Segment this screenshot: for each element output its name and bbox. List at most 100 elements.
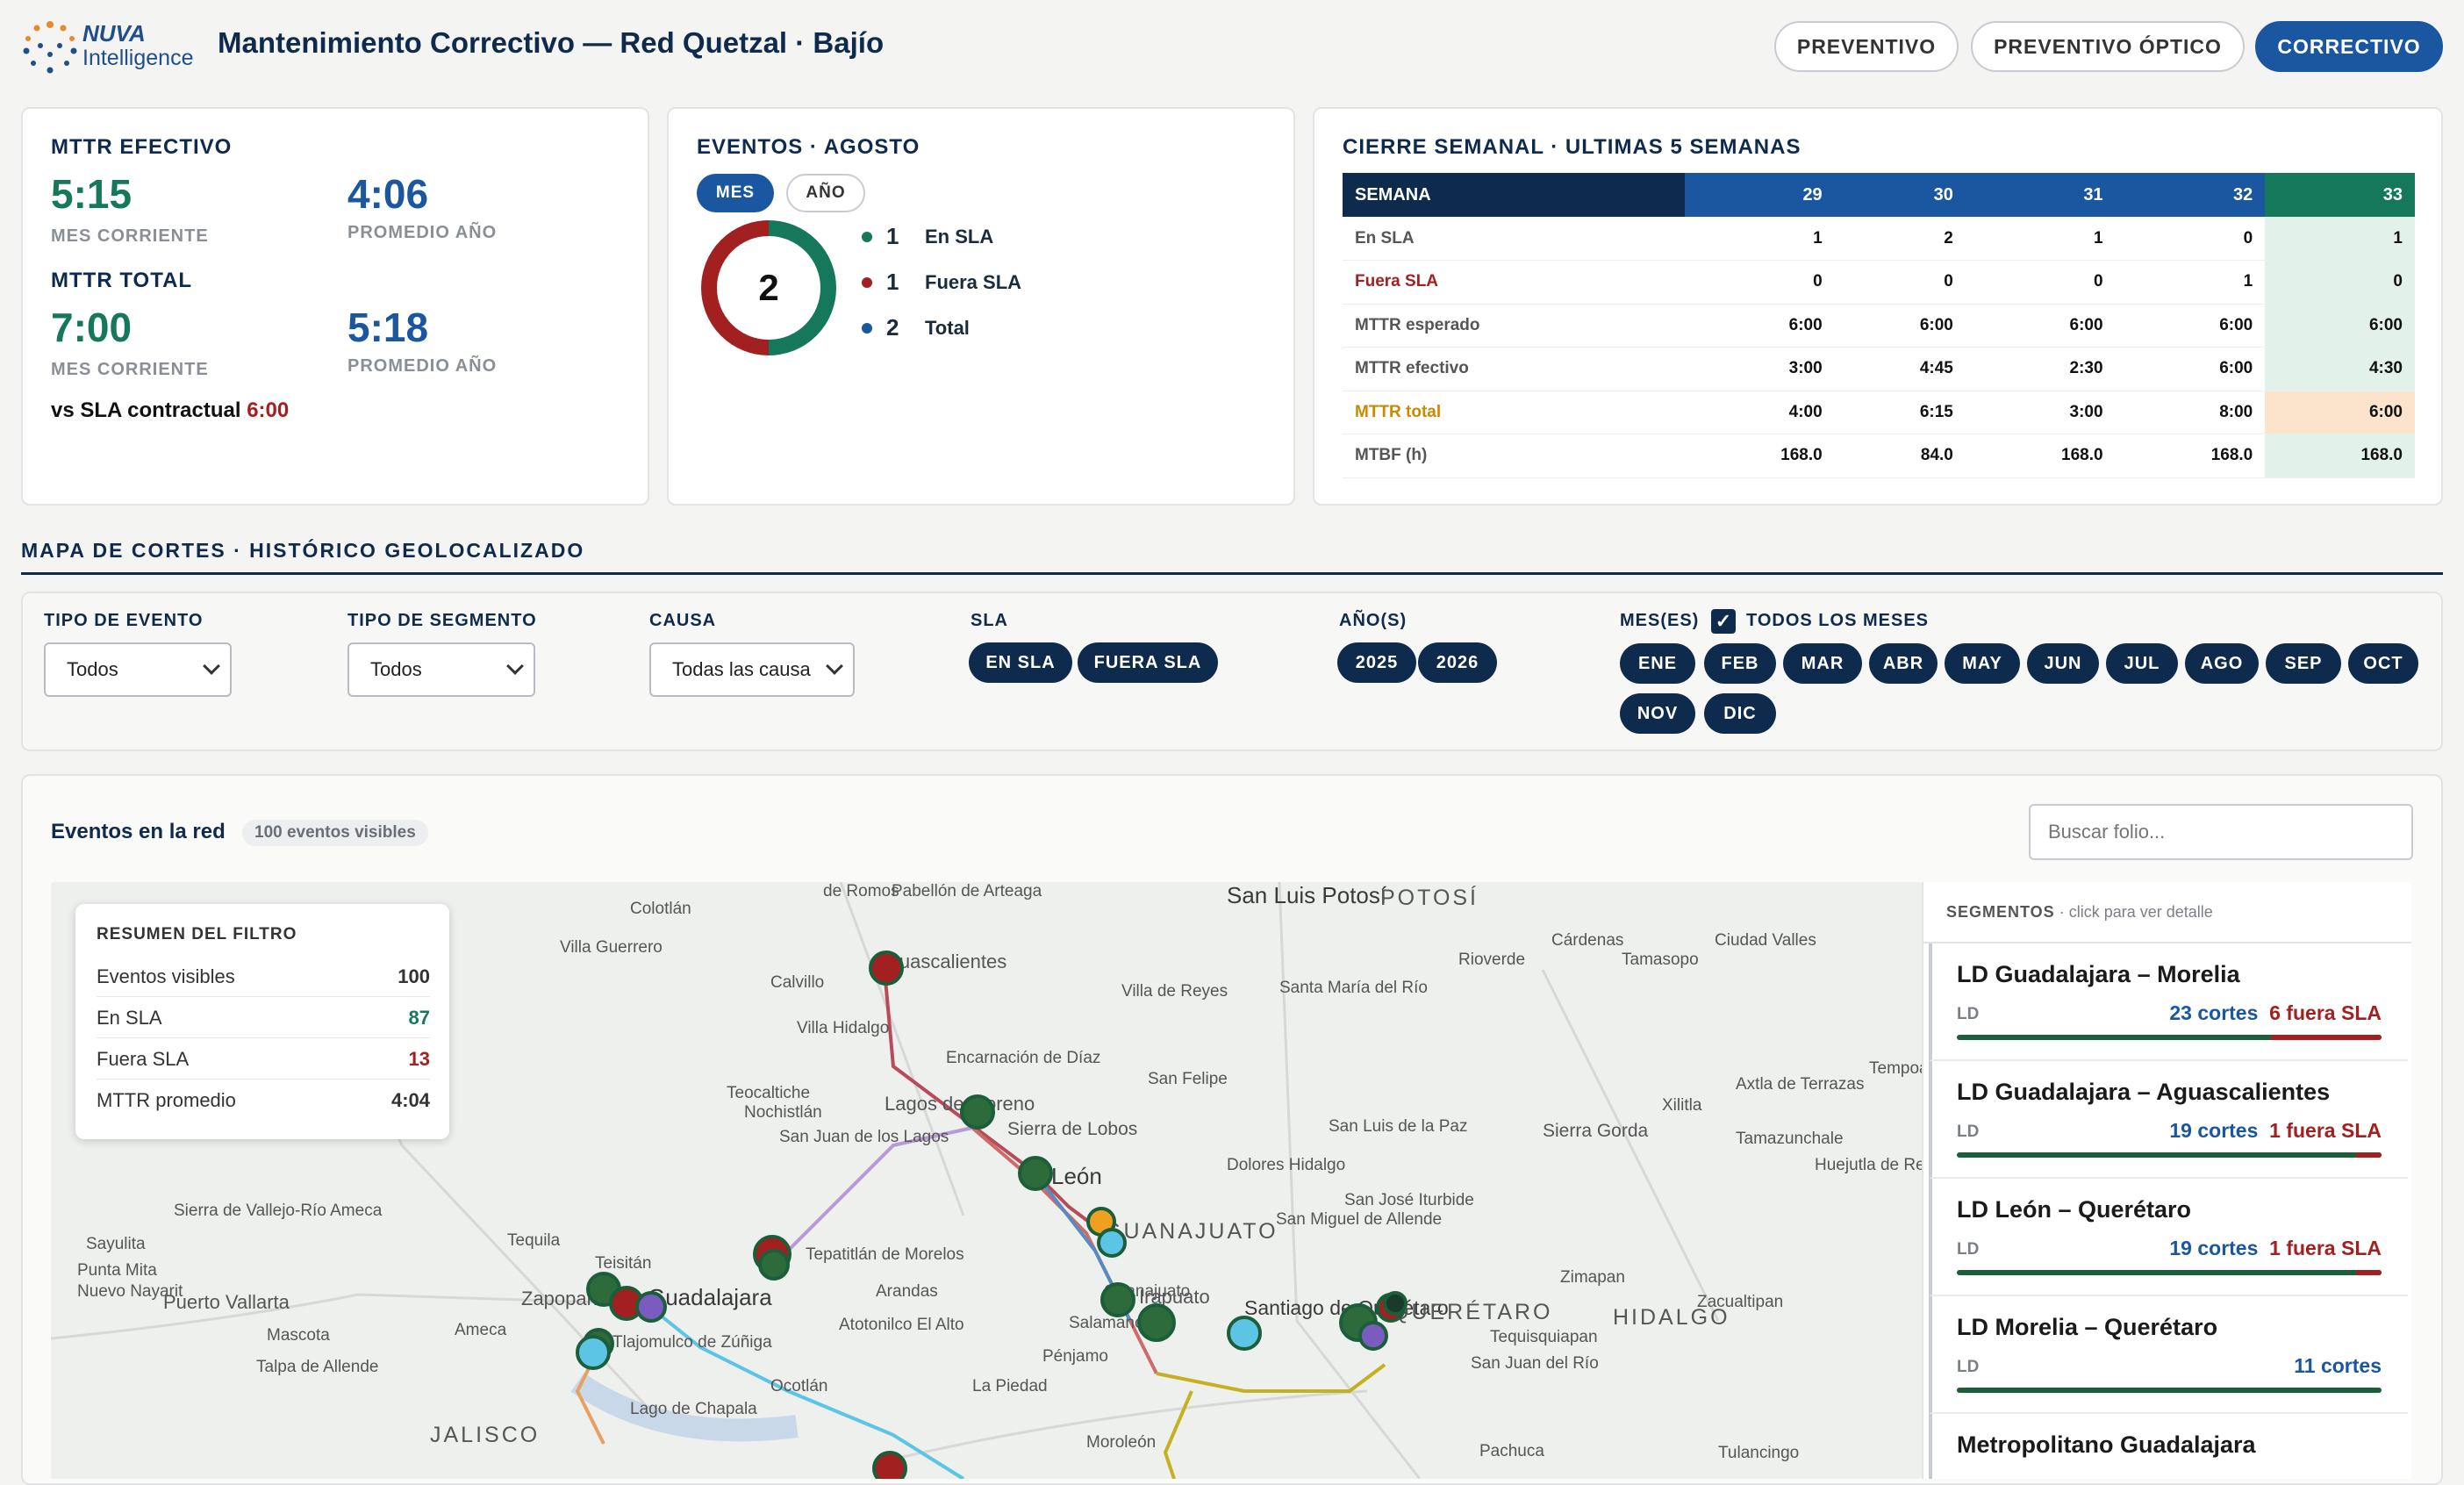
event-marker[interactable] (1137, 1303, 1176, 1342)
map-label: León (1051, 1163, 1102, 1189)
tipo-evento-label: TIPO DE EVENTO (44, 611, 204, 630)
map-label: Talpa de Allende (256, 1358, 379, 1376)
table-header: 32 (2115, 173, 2266, 217)
event-marker[interactable] (1383, 1291, 1407, 1316)
tab-preventivo-optico[interactable]: PREVENTIVO ÓPTICO (1971, 21, 2245, 72)
anio-2025-pill[interactable]: 2025 (1337, 642, 1416, 683)
map-label: Colotlán (630, 900, 691, 918)
segment-item[interactable]: LD León – Querétaro LD 19 cortes 1 fuera … (1929, 1179, 2408, 1296)
map-label: Lago de Chapala (630, 1400, 757, 1418)
month-pill-mar[interactable]: MAR (1783, 643, 1862, 684)
eventos-badge: 100 eventos visibles (242, 820, 428, 846)
segment-item[interactable]: Metropolitano Guadalajara (1929, 1414, 2408, 1479)
month-pill-oct[interactable]: OCT (2348, 643, 2418, 684)
map-label: POTOSÍ (1380, 886, 1479, 910)
map-canvas[interactable]: San Luis Potosí POTOSÍ Aguascalientes La… (51, 882, 1922, 1479)
eventos-total: 2 (758, 267, 778, 308)
month-pill-may[interactable]: MAY (1945, 643, 2020, 684)
month-pill-nov[interactable]: NOV (1620, 693, 1695, 734)
event-marker[interactable] (960, 1094, 995, 1130)
toggle-mes[interactable]: MES (697, 174, 774, 212)
month-pill-jul[interactable]: JUL (2106, 643, 2178, 684)
todos-meses-checkbox[interactable]: ✓ (1711, 609, 1736, 634)
map-label: Puerto Vallarta (163, 1291, 290, 1313)
month-pill-sep[interactable]: SEP (2266, 643, 2341, 684)
search-folio-input[interactable] (2029, 804, 2413, 860)
month-pill-dic[interactable]: DIC (1704, 693, 1776, 734)
map-label: Tequila (507, 1231, 561, 1250)
map-label: Tlajomulco de Zúñiga (612, 1333, 772, 1352)
map-label: Punta Mita (77, 1261, 157, 1280)
legend-dot-icon (862, 231, 872, 242)
map-label: Cárdenas (1551, 931, 1624, 950)
map-label: HIDALGO (1613, 1305, 1730, 1330)
month-pill-feb[interactable]: FEB (1704, 643, 1776, 684)
segment-bar (1957, 1388, 2382, 1393)
table-row: MTTR esperado 6:00 6:00 6:00 6:00 6:00 (1343, 304, 2415, 348)
segment-item[interactable]: LD Guadalajara – Aguascalientes LD 19 cor… (1929, 1061, 2408, 1179)
tab-correctivo[interactable]: CORRECTIVO (2255, 21, 2443, 72)
month-pill-ago[interactable]: AGO (2185, 643, 2259, 684)
event-marker[interactable] (1100, 1282, 1135, 1317)
chevron-down-icon (826, 657, 843, 675)
map-label: San Juan del Río (1471, 1354, 1599, 1373)
month-pill-ene[interactable]: ENE (1620, 643, 1695, 684)
map-label: Nuevo Nayarit (77, 1282, 183, 1301)
map-label: Ciudad Valles (1715, 931, 1816, 950)
segment-item[interactable]: LD Guadalajara – Morelia LD 23 cortes 6 f… (1929, 943, 2408, 1061)
map-label: La Piedad (972, 1377, 1048, 1395)
event-marker[interactable] (869, 951, 904, 986)
map-label: QUERÉTARO (1392, 1300, 1553, 1324)
table-row: Fuera SLA 0 0 0 1 0 (1343, 260, 2415, 305)
event-marker[interactable] (635, 1291, 667, 1323)
table-header: 30 (1834, 173, 1966, 217)
header: NUVA Intelligence Mantenimiento Correctiv… (0, 0, 2464, 95)
table-row: MTTR total 4:00 6:15 3:00 8:00 6:00 (1343, 391, 2415, 434)
map-label: Axtla de Terrazas (1736, 1075, 1865, 1094)
map-label: Pénjamo (1042, 1347, 1108, 1366)
eventos-title: EVENTOS · AGOSTO (697, 135, 920, 159)
event-marker[interactable] (1227, 1316, 1262, 1351)
legend-total: 2 Total (862, 314, 970, 341)
section-title: MAPA DE CORTES · HISTÓRICO GEOLOCALIZADO (21, 539, 585, 562)
map-label: Xilitla (1662, 1096, 1702, 1115)
map-label: San Juan de los Lagos (779, 1128, 949, 1146)
table-header: 31 (1965, 173, 2116, 217)
map-label: Santa María del Río (1279, 979, 1428, 997)
cierre-title: CIERRE SEMANAL · ULTIMAS 5 SEMANAS (1343, 135, 1801, 159)
causa-select[interactable]: Todas las causa (649, 642, 855, 697)
mttr-efectivo-anio: 4:06 (347, 171, 429, 217)
anio-2026-pill[interactable]: 2026 (1418, 642, 1497, 683)
summary-row: Eventos visibles 100 (97, 957, 430, 997)
mttr-card: MTTR EFECTIVO 5:15 MES CORRIENTE 4:06 PR… (21, 107, 649, 506)
eventos-donut: 2 (701, 220, 836, 355)
event-marker[interactable] (872, 1451, 907, 1479)
event-marker[interactable] (1097, 1228, 1127, 1258)
legend-fuera-sla: 1 Fuera SLA (862, 269, 1021, 296)
event-marker[interactable] (758, 1249, 790, 1281)
map-label: Ameca (455, 1321, 507, 1339)
mttr-efectivo-mes: 5:15 (51, 171, 133, 217)
event-marker[interactable] (1358, 1321, 1388, 1351)
tab-preventivo[interactable]: PREVENTIVO (1774, 21, 1959, 72)
table-row: MTBF (h) 168.0 84.0 168.0 168.0 168.0 (1343, 434, 2415, 478)
event-marker[interactable] (576, 1335, 611, 1370)
tipo-segmento-label: TIPO DE SEGMENTO (347, 611, 537, 630)
event-marker[interactable] (1018, 1156, 1053, 1191)
month-pill-abr[interactable]: ABR (1869, 643, 1938, 684)
sla-fuera-sla-pill[interactable]: FUERA SLA (1078, 642, 1218, 683)
sla-en-sla-pill[interactable]: EN SLA (969, 642, 1072, 683)
map-label: Villa Guerrero (560, 938, 663, 957)
tipo-evento-select[interactable]: Todos (44, 642, 232, 697)
map-label: Salamanca (1069, 1314, 1153, 1332)
legend-en-sla: 1 En SLA (862, 223, 993, 250)
toggle-anio[interactable]: AÑO (786, 174, 865, 212)
anios-label: AÑO(S) (1339, 611, 1407, 630)
map-label: Teocaltiche (727, 1084, 811, 1102)
tipo-segmento-select[interactable]: Todos (347, 642, 535, 697)
segment-item[interactable]: LD Morelia – Querétaro LD 11 cortes (1929, 1296, 2408, 1414)
month-pill-jun[interactable]: JUN (2027, 643, 2099, 684)
map-label: Arandas (876, 1282, 938, 1301)
mttr-total-anio: 5:18 (347, 305, 429, 350)
map-label: JALISCO (430, 1423, 541, 1447)
